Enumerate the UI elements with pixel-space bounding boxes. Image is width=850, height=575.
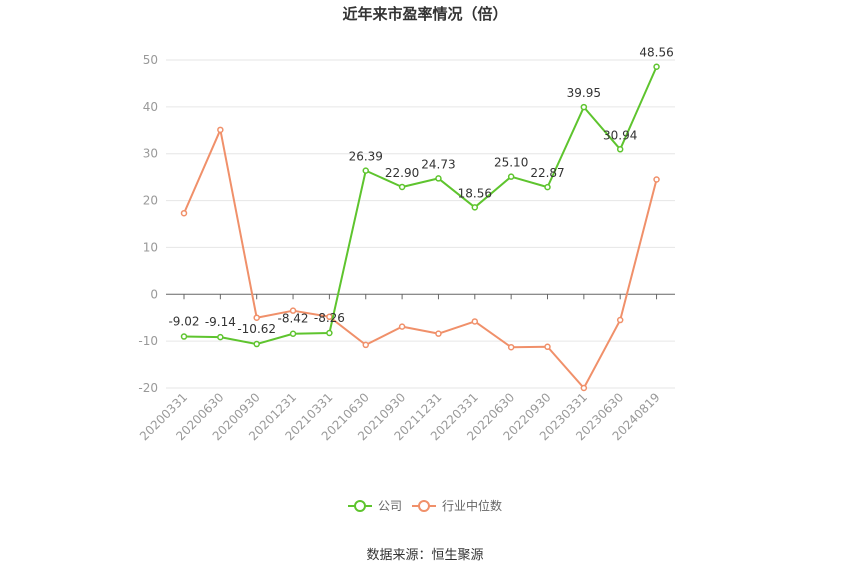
series-company xyxy=(180,63,660,348)
data-label: -8.26 xyxy=(314,311,345,325)
series-industry-median xyxy=(180,126,660,392)
data-label: 48.56 xyxy=(639,46,673,60)
data-point[interactable] xyxy=(217,126,224,134)
data-point[interactable] xyxy=(435,175,442,182)
grid-lines xyxy=(166,59,675,389)
y-tick-label: 30 xyxy=(143,147,158,161)
data-label: 18.56 xyxy=(458,186,492,200)
data-point[interactable] xyxy=(507,343,515,351)
data-label: 25.10 xyxy=(494,156,528,170)
y-tick-label: 0 xyxy=(150,287,158,301)
data-point[interactable] xyxy=(253,314,260,321)
data-label: 26.39 xyxy=(349,150,383,164)
data-point[interactable] xyxy=(616,146,624,153)
data-label: 30.94 xyxy=(603,128,637,142)
data-point[interactable] xyxy=(217,333,224,341)
data-point[interactable] xyxy=(289,307,297,314)
data-point[interactable] xyxy=(398,323,406,330)
data-point[interactable] xyxy=(653,176,660,183)
data-point[interactable] xyxy=(326,329,333,337)
legend-label: 公司 xyxy=(378,499,402,513)
legend-item-company[interactable]: 公司 xyxy=(348,499,402,513)
data-labels: -9.02 -9.14 -10.62-8.42 -8.26 26.3922.9024.7… xyxy=(168,46,673,336)
data-point[interactable] xyxy=(471,318,479,325)
data-point[interactable] xyxy=(580,103,588,111)
legend-marker xyxy=(354,500,366,512)
data-point[interactable] xyxy=(398,183,406,191)
data-point[interactable] xyxy=(580,384,588,392)
data-point[interactable] xyxy=(326,313,333,321)
y-tick-label: 10 xyxy=(143,240,158,254)
data-point[interactable] xyxy=(544,343,551,351)
data-point[interactable] xyxy=(653,63,660,70)
y-tick-label: -10 xyxy=(138,334,158,348)
data-label: 39.95 xyxy=(567,86,601,100)
series-line xyxy=(183,128,658,389)
data-label: 24.73 xyxy=(421,157,455,171)
data-point[interactable] xyxy=(362,341,369,349)
data-label: -9.02 xyxy=(168,315,199,329)
data-point[interactable] xyxy=(507,173,515,180)
data-point[interactable] xyxy=(362,167,369,174)
data-point[interactable] xyxy=(180,209,188,217)
data-point[interactable] xyxy=(544,183,551,191)
data-point[interactable] xyxy=(253,340,260,348)
chart-title: 近年来市盈率情况（倍） xyxy=(342,5,507,23)
data-source: 数据来源：恒生聚源 xyxy=(366,548,483,563)
data-point[interactable] xyxy=(180,333,188,340)
data-label: -8.42 xyxy=(278,312,309,326)
legend-marker xyxy=(418,500,430,512)
data-label: -9.14 xyxy=(205,315,236,329)
data-point[interactable] xyxy=(471,204,479,211)
y-tick-label: -20 xyxy=(138,381,158,395)
y-tick-label: 50 xyxy=(143,53,158,67)
data-label: 22.90 xyxy=(385,166,419,180)
data-point[interactable] xyxy=(289,330,297,337)
y-tick-label: 40 xyxy=(143,100,158,114)
legend: 公司 行业中位数 xyxy=(348,498,502,513)
y-axis: 50 40 30 20 10 0 -10 -20 xyxy=(138,53,158,395)
legend-label: 行业中位数 xyxy=(442,498,502,513)
data-point[interactable] xyxy=(616,316,624,324)
data-label: 22.87 xyxy=(530,166,564,180)
series-line xyxy=(183,66,658,346)
series-lines xyxy=(180,63,660,392)
y-tick-label: 20 xyxy=(143,194,158,208)
legend-item-industry-median[interactable]: 行业中位数 xyxy=(412,498,502,513)
data-label: -10.62 xyxy=(237,322,276,336)
data-point[interactable] xyxy=(435,330,442,337)
